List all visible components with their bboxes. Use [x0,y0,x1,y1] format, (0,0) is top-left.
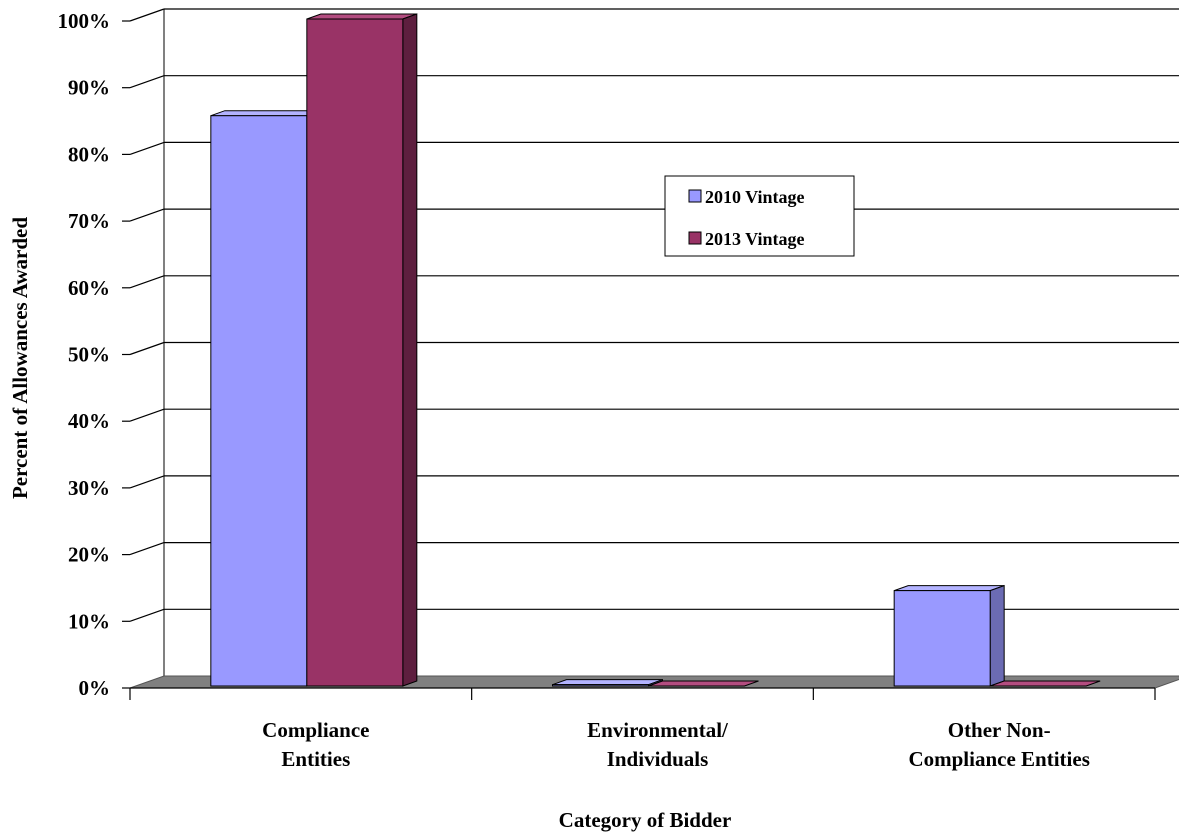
y-tick-label: 40% [68,409,110,433]
gridline-depth [129,75,165,89]
bar [306,13,418,687]
gridline-depth [129,275,165,289]
gridline-depth [129,341,165,356]
bar [210,110,322,687]
legend-swatch [688,189,702,203]
bar-front [306,18,404,687]
gridline-depth [129,8,165,22]
y-tick-label: 70% [68,209,110,233]
bar-front [210,115,308,687]
bar-top [989,680,1101,687]
bar-top [893,585,1005,592]
y-tick-label: 10% [68,609,110,633]
bar [989,680,1101,687]
gridline-depth [129,208,165,222]
legend-label: 2013 Vintage [705,229,805,249]
y-tick-label: 90% [68,76,110,100]
bars [210,13,1101,687]
x-axis-title: Category of Bidder [559,808,732,832]
y-axis-title: Percent of Allowances Awarded [8,217,32,499]
gridline-depth [129,475,165,489]
gridline-depth [129,608,165,622]
legend-swatch [688,231,702,245]
gridline-depth [129,408,165,422]
y-tick-label: 100% [58,9,111,33]
y-tick-label: 20% [68,543,110,567]
legend: 2010 Vintage 2013 Vintage [664,175,855,257]
bar [552,678,663,687]
category-label-line: Other Non- [948,718,1051,742]
category-label-line: Compliance Entities [908,747,1089,771]
bar-top [210,110,322,117]
y-tick-label: 80% [68,142,110,166]
y-axis-ticks: 0% 10% 20% 30% 40% 50% 60% 70% 80% 90% 100% [58,9,130,700]
category-label-line: Individuals [607,747,709,771]
x-axis-categories: Compliance Entities Environmental/Individu… [262,718,1090,771]
category-label: Other Non- Compliance Entities [908,718,1089,771]
gridline-depth [129,542,165,556]
category-label-line: Entities [281,747,350,771]
legend-label: 2010 Vintage [705,187,805,207]
bar-top [648,680,759,687]
bar-top [306,13,418,20]
category-label: Environmental/Individuals [587,718,729,771]
bar-top [552,679,663,686]
bar-front [893,590,991,687]
category-label-line: Compliance [262,718,369,742]
bar [893,584,1005,687]
y-tick-label: 0% [79,676,111,700]
y-tick-label: 60% [68,276,110,300]
bar [648,680,759,687]
category-label: Compliance Entities [262,718,369,771]
bar-side [402,13,418,687]
y-tick-label: 50% [68,343,110,367]
category-label-line: Environmental/ [587,718,729,742]
bar-front [552,684,649,687]
y-tick-label: 30% [68,476,110,500]
gridline-depth [129,141,165,155]
bar-side [989,584,1005,687]
